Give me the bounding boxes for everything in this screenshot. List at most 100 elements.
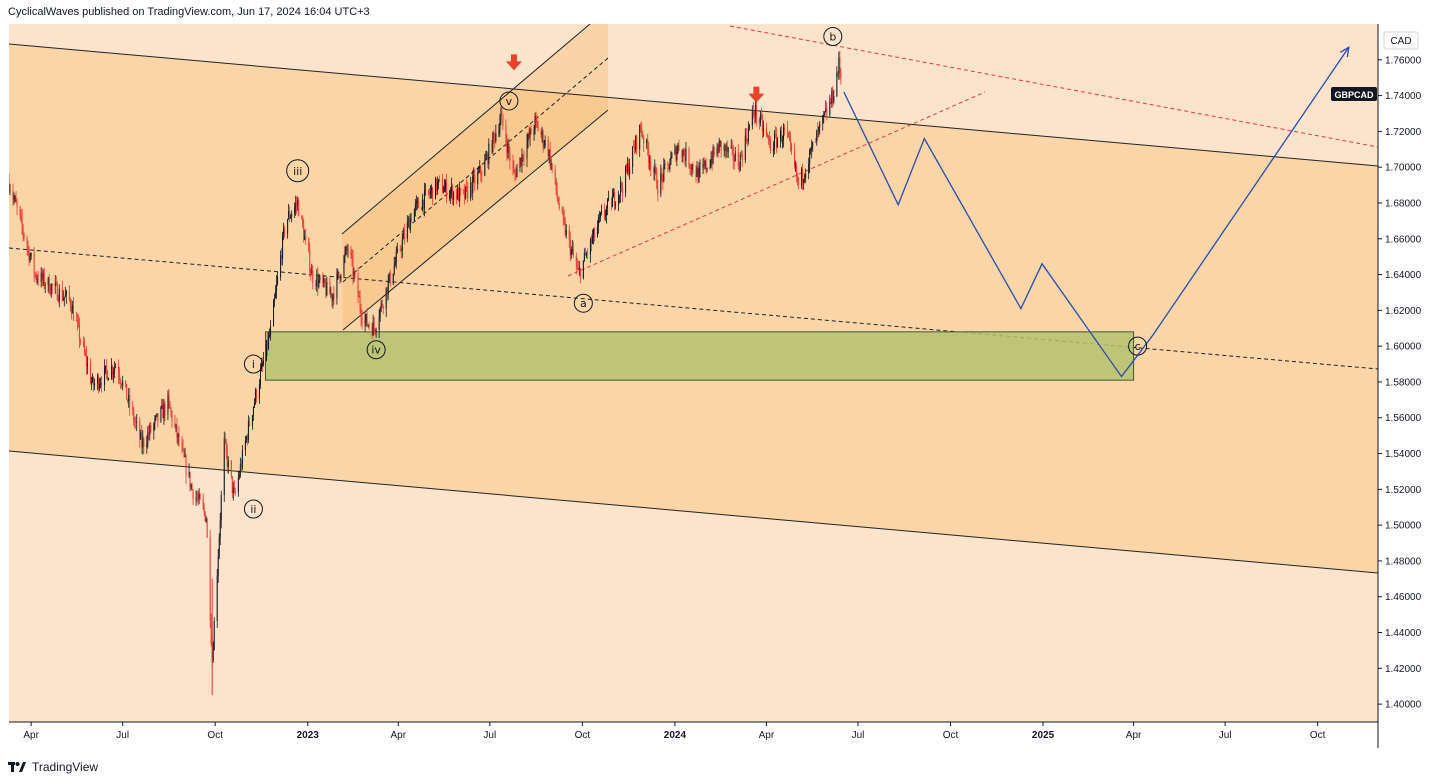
candle-body — [51, 284, 53, 286]
candle-body — [114, 367, 116, 372]
candle-body — [514, 172, 516, 174]
candle-body — [549, 149, 551, 167]
candle-body — [662, 174, 664, 182]
candle-body — [226, 451, 228, 467]
candle-body — [480, 166, 482, 175]
candle-body — [605, 207, 607, 216]
candle-body — [519, 157, 521, 168]
candle-body — [544, 139, 546, 146]
candle-body — [318, 279, 320, 288]
candle-body — [669, 164, 671, 170]
candle-body — [795, 165, 797, 167]
candle-body — [324, 278, 326, 286]
candle-body — [23, 233, 25, 239]
candle-body — [829, 101, 831, 116]
candle-body — [34, 273, 36, 275]
candle-body — [639, 125, 641, 150]
red-dashed-upper-line — [729, 25, 1378, 148]
candle-body — [648, 150, 650, 163]
candle-body — [808, 163, 810, 174]
candle-body — [653, 168, 655, 174]
candle-body — [135, 422, 137, 423]
candle-body — [695, 170, 697, 177]
candle-body — [704, 161, 706, 167]
candle-body — [69, 299, 71, 307]
candle-body — [350, 249, 352, 256]
candle-body — [698, 168, 700, 182]
projection-path — [843, 46, 1350, 378]
candle-body — [323, 278, 325, 283]
candle-body — [628, 163, 630, 175]
candle-body — [739, 154, 741, 171]
candle-body — [344, 252, 346, 258]
candle-body — [127, 399, 129, 402]
candle-body — [254, 390, 256, 403]
candle-body — [751, 110, 753, 126]
candle-body — [670, 157, 672, 165]
candle-body — [824, 111, 826, 115]
candle-body — [401, 239, 403, 252]
candle-body — [726, 145, 728, 152]
candle-body — [354, 272, 356, 275]
candle-body — [241, 450, 243, 468]
candle-body — [29, 256, 31, 261]
candle-body — [550, 163, 552, 167]
candle-body — [386, 287, 388, 295]
candle-body — [106, 365, 108, 372]
candle-body — [155, 415, 157, 419]
candle-body — [819, 123, 821, 128]
candle-body — [577, 267, 579, 270]
candle-body — [470, 182, 472, 199]
price-tick-label: 1.44000 — [1385, 628, 1422, 639]
candle-body — [421, 199, 423, 210]
candle-body — [780, 130, 782, 140]
candle-body — [373, 322, 375, 330]
wave-label: c — [1135, 340, 1141, 353]
candle-body — [536, 119, 538, 124]
candle-body — [650, 162, 652, 169]
candle-body — [409, 217, 411, 230]
candle-body — [753, 115, 755, 117]
wave-label-circle — [243, 354, 263, 374]
candle-body — [162, 404, 164, 419]
time-tick-label: Jul — [852, 730, 865, 741]
candle-body — [206, 518, 208, 538]
candle-body — [416, 200, 418, 202]
candle-body — [181, 442, 183, 447]
candle-body — [467, 186, 469, 199]
candle-body — [150, 425, 152, 432]
candle-body — [748, 125, 750, 129]
candle-body — [290, 216, 292, 219]
candle-body — [298, 200, 300, 217]
candle-body — [746, 140, 748, 142]
candle-body — [697, 167, 699, 182]
candle-body — [381, 302, 383, 307]
support-zone — [264, 331, 1135, 381]
candle-body — [104, 367, 106, 386]
candle-body — [493, 132, 495, 136]
candle-body — [12, 190, 14, 199]
candle-body — [522, 154, 524, 159]
candle-body — [58, 288, 60, 302]
candle-body — [40, 272, 42, 282]
candle-body — [690, 167, 692, 170]
candle-body — [508, 143, 510, 153]
candle-body — [804, 178, 806, 179]
candle-body — [291, 214, 293, 217]
candle-body — [823, 114, 825, 116]
candle-body — [167, 395, 169, 415]
candle-body — [289, 211, 291, 219]
candle-body — [439, 179, 441, 181]
candle-body — [282, 234, 284, 260]
candle-body — [688, 148, 690, 167]
candle-body — [703, 164, 705, 167]
black-dashed-trendline — [9, 247, 1378, 370]
candle-body — [240, 464, 242, 468]
wave-label-circle — [286, 159, 310, 183]
candle-body — [643, 137, 645, 144]
time-tick-label: Oct — [943, 730, 959, 741]
candle-body — [760, 114, 762, 119]
candle-body — [255, 390, 257, 399]
